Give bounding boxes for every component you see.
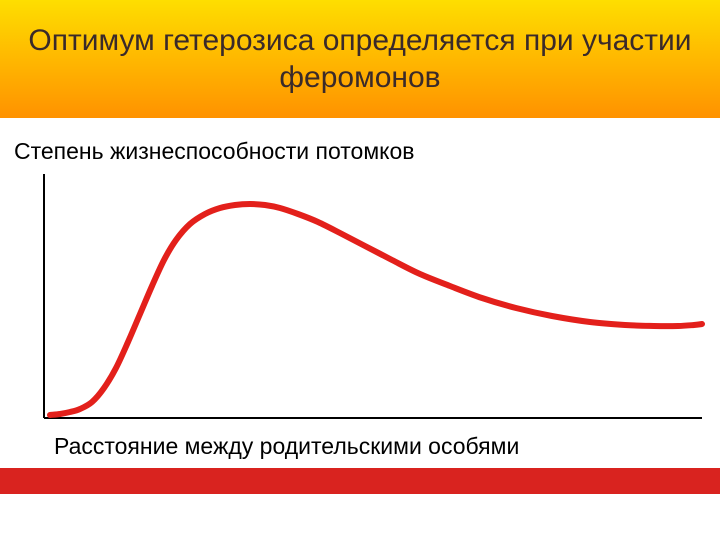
chart-svg [0,118,720,438]
accent-band [0,468,720,494]
chart-curve [50,204,702,415]
bottom-padding [0,494,720,540]
slide-header: Оптимум гетерозиса определяется при учас… [0,0,720,118]
x-axis-label: Расстояние между родительскими особями [54,433,519,460]
chart-area: Степень жизнеспособности потомков Рассто… [0,118,720,468]
slide-title: Оптимум гетерозиса определяется при учас… [0,22,720,97]
